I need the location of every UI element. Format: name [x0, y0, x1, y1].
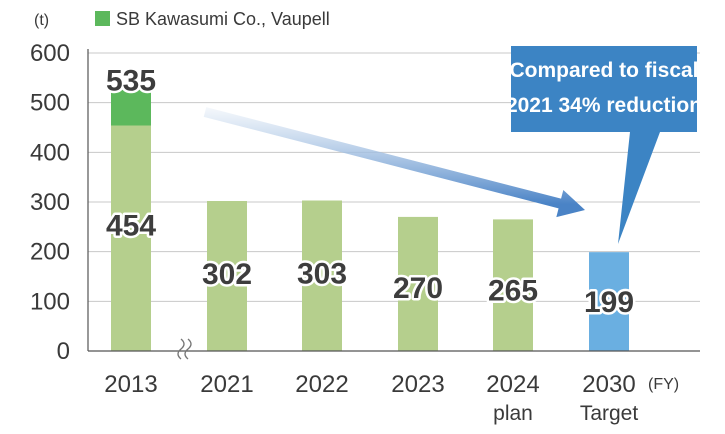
- x-sublabel-target: Target: [580, 402, 639, 425]
- value-label-2030: 199: [584, 286, 634, 319]
- trend-arrow: [203, 107, 586, 218]
- bar-extra-2013: [111, 85, 151, 126]
- y-tick-label-600: 600: [30, 40, 70, 67]
- x-label-2024: 2024: [486, 371, 539, 398]
- x-label-2030: 2030: [582, 371, 635, 398]
- y-tick-label-500: 500: [30, 90, 70, 117]
- value-label-2024: 265: [488, 274, 538, 307]
- legend-label-0: SB Kawasumi Co., Vaupell: [116, 9, 330, 29]
- axis-break-mark-2: [184, 338, 192, 360]
- bar-2021: [207, 201, 247, 351]
- bar-2022: [302, 200, 342, 351]
- bar-2013: [111, 125, 151, 351]
- legend-swatch-0: [95, 11, 110, 26]
- value-label-2013: 454: [106, 210, 156, 243]
- x-label-2021: 2021: [200, 371, 253, 398]
- x-label-2023: 2023: [391, 371, 444, 398]
- bar-2023: [398, 216, 438, 351]
- bar-2024: [493, 219, 533, 351]
- value-label-2023: 270: [393, 272, 443, 305]
- arrow-shape-group: [203, 107, 586, 218]
- axis-break-mark-1: [177, 338, 185, 360]
- callout-box: [511, 46, 697, 244]
- y-tick-label-200: 200: [30, 239, 70, 266]
- y-tick-label-400: 400: [30, 139, 70, 166]
- x-sublabel-plan: plan: [493, 402, 533, 425]
- bar-2030: [589, 252, 629, 351]
- callout-line-1: Compared to fiscal: [509, 59, 698, 82]
- labels: 454 535 302 303 270 265 199: [103, 62, 636, 322]
- x-unit-label: (FY): [648, 376, 679, 393]
- y-tick-label-100: 100: [30, 288, 70, 315]
- x-label-2022: 2022: [295, 371, 348, 398]
- callout: Compared to fiscal 2021 34% reduction: [506, 46, 702, 244]
- x-label-2013: 2013: [104, 371, 157, 398]
- y-tick-label-0: 0: [57, 338, 70, 365]
- bars: [111, 85, 629, 351]
- legend: SB Kawasumi Co., Vaupell: [95, 9, 330, 29]
- arrow-shape: [203, 107, 586, 218]
- value-label-2022: 303: [297, 258, 347, 291]
- y-unit-label: (t): [34, 12, 49, 29]
- total-label-2013: 535: [106, 64, 156, 97]
- y-tick-label-300: 300: [30, 189, 70, 216]
- axes: 0 100 200 300 400 500 600 (t) 2013 2021 2022 2023 20…: [30, 12, 700, 425]
- callout-line-2: 2021 34% reduction: [506, 94, 702, 117]
- value-label-2021: 302: [202, 258, 252, 291]
